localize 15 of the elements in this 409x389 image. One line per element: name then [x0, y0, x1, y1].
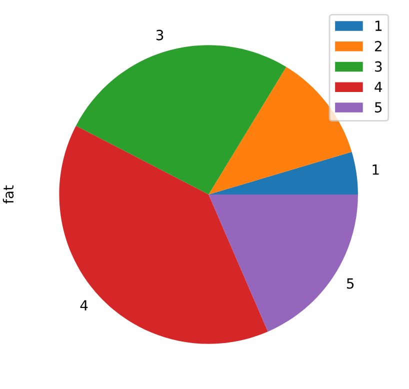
slice-label: 3: [156, 30, 164, 40]
pie-slice: [76, 45, 286, 194]
pie-slice: [208, 152, 358, 194]
legend-label: 3: [375, 61, 382, 72]
slice-label: 5: [346, 278, 354, 289]
pie-slice: [208, 194, 358, 332]
text: fat: [2, 185, 14, 204]
legend-label: 5: [375, 102, 382, 113]
pie-slice: [59, 126, 268, 344]
legend-label: 2: [374, 40, 382, 52]
legend-label: 4: [374, 82, 382, 92]
slice-label: 1: [372, 164, 379, 175]
pie-slice: [208, 66, 352, 194]
legend-label: 1: [376, 20, 382, 31]
slice-label: 4: [80, 300, 88, 310]
